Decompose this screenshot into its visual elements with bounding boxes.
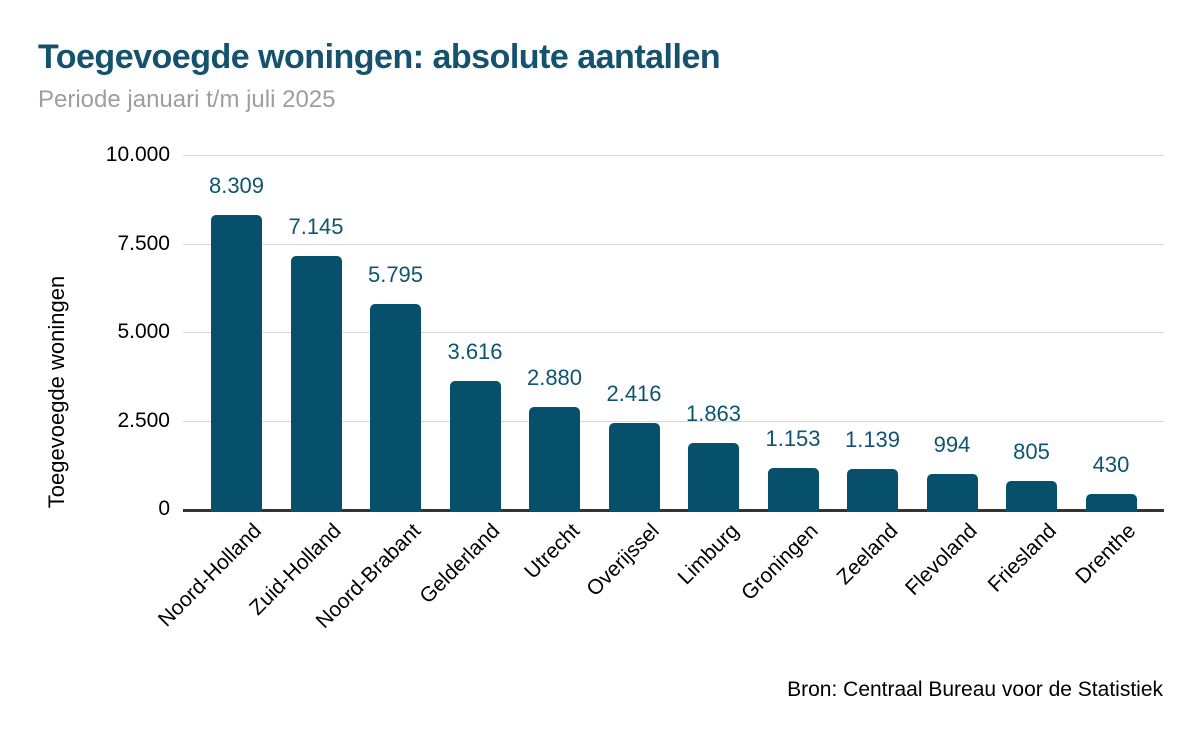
gridline-5000	[183, 332, 1164, 333]
value-label-groningen: 1.153	[765, 426, 821, 451]
chart-title: Toegevoegde woningen: absolute aantallen	[38, 38, 721, 76]
bar-drenthe	[1085, 494, 1137, 512]
value-label-friesland: 805	[1013, 439, 1050, 464]
y-tick-label-2500: 2.500	[117, 408, 170, 432]
x-axis-line	[183, 509, 1164, 512]
value-label-noord-brabant: 5.795	[367, 262, 424, 287]
x-tick-label-gelderland: Gelderland	[415, 519, 505, 609]
value-label-limburg: 1.863	[685, 401, 742, 426]
value-label-overijssel: 2.416	[606, 381, 662, 406]
x-tick-label-drenthe: Drenthe	[1071, 519, 1141, 589]
x-tick-label-noord-holland: Noord-Holland	[154, 519, 267, 632]
bar-noord-brabant	[370, 304, 421, 512]
x-tick-label-friesland: Friesland	[983, 519, 1062, 597]
bar-overijssel	[608, 423, 660, 512]
gridline-7500	[183, 243, 1164, 245]
bar-gelderland	[449, 381, 501, 512]
value-label-drenthe: 430	[1092, 452, 1130, 477]
x-tick-label-zeeland: Zeeland	[832, 519, 903, 590]
x-tick-label-utrecht: Utrecht	[519, 519, 585, 584]
y-tick-label-10000: 10.000	[105, 143, 170, 166]
x-tick-label-limburg: Limburg	[673, 519, 744, 590]
value-label-zuid-holland: 7.145	[288, 214, 344, 239]
value-label-noord-holland: 8.309	[208, 173, 265, 198]
chart-subtitle: Periode januari t/m juli 2025	[38, 86, 336, 113]
bar-utrecht	[529, 407, 580, 512]
source-credit: Bron: Centraal Bureau voor de Statistiek	[787, 678, 1163, 701]
value-label-flevoland: 994	[933, 432, 971, 457]
bar-zeeland	[847, 469, 898, 512]
gridline-2500	[183, 420, 1164, 422]
y-tick-label-0: 0	[158, 497, 170, 520]
gridline-10000	[183, 155, 1164, 156]
bar-friesland	[1006, 481, 1057, 512]
value-label-utrecht: 2.880	[526, 365, 583, 390]
x-tick-label-groningen: Groningen	[736, 519, 823, 605]
bar-limburg	[688, 443, 739, 512]
x-tick-label-overijssel: Overijssel	[582, 519, 664, 601]
x-tick-label-flevoland: Flevoland	[900, 519, 982, 600]
value-label-zeeland: 1.139	[844, 427, 901, 452]
bar-zuid-holland	[290, 256, 342, 512]
bar-groningen	[767, 468, 819, 512]
y-tick-label-7500: 7.500	[117, 231, 170, 255]
value-label-gelderland: 3.616	[447, 339, 503, 364]
y-tick-label-5000: 5.000	[117, 320, 170, 343]
bar-noord-holland	[211, 215, 262, 512]
bar-flevoland	[926, 474, 978, 512]
